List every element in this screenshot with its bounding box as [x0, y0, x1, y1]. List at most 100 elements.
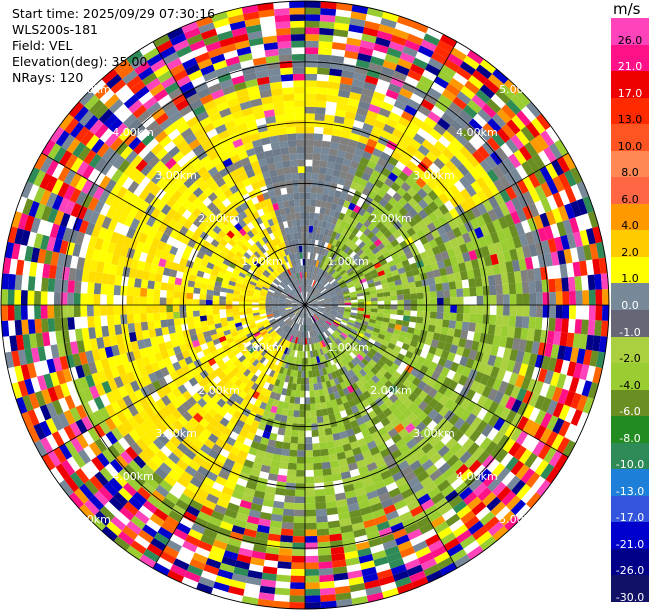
- gate-cell: [331, 175, 340, 184]
- gate-cell: [395, 262, 404, 270]
- gate-cell: [411, 268, 420, 276]
- gate-cell: [440, 532, 457, 546]
- gate-cell: [350, 181, 359, 191]
- gate-cell: [220, 384, 230, 394]
- gate-cell: [232, 138, 244, 148]
- gate-cell: [510, 499, 526, 516]
- gate-cell: [374, 458, 386, 468]
- gate-cell: [199, 116, 212, 128]
- gate-cell: [312, 443, 321, 451]
- gate-cell: [116, 186, 128, 200]
- gate-cell: [126, 371, 136, 383]
- gate-cell: [475, 531, 493, 546]
- gate-cell: [40, 234, 50, 250]
- gate-cell: [272, 296, 280, 300]
- gate-cell: [281, 214, 288, 222]
- gate-cell: [348, 377, 356, 386]
- gate-cell: [363, 258, 372, 266]
- gate-cell: [207, 47, 224, 59]
- gate-cell: [270, 141, 281, 150]
- gate-cell: [278, 320, 285, 326]
- gate-cell: [403, 293, 411, 300]
- gate-cell: [193, 345, 203, 354]
- gate-cell: [450, 297, 457, 305]
- gate-cell: [325, 329, 332, 336]
- gate-cell: [324, 298, 331, 301]
- gate-cell: [319, 395, 326, 403]
- gate-cell: [291, 290, 297, 296]
- gate-cell: [344, 151, 354, 161]
- gate-cell: [449, 361, 460, 373]
- gate-cell: [346, 563, 362, 573]
- gate-cell: [501, 471, 516, 487]
- gate-cell: [282, 367, 288, 376]
- gate-cell: [97, 226, 108, 240]
- gate-cell: [483, 343, 493, 355]
- gate-cell: [328, 148, 338, 157]
- gate-cell: [149, 263, 159, 274]
- gate-cell: [259, 295, 267, 299]
- gate-cell: [589, 350, 599, 367]
- gate-cell: [298, 303, 305, 305]
- gate-cell: [418, 266, 427, 275]
- gate-cell: [203, 226, 213, 236]
- gate-cell: [357, 52, 372, 63]
- gate-cell: [121, 189, 134, 203]
- gate-cell: [174, 167, 186, 179]
- gate-cell: [300, 305, 305, 310]
- gate-cell: [278, 548, 293, 556]
- gate-cell: [442, 147, 455, 161]
- gate-cell: [363, 373, 372, 382]
- gate-cell: [342, 262, 350, 270]
- gate-cell: [183, 421, 195, 433]
- gate-cell: [14, 319, 23, 336]
- gate-cell: [328, 343, 334, 351]
- gate-cell: [353, 72, 367, 82]
- gate-cell: [164, 260, 173, 270]
- gate-cell: [142, 96, 158, 110]
- gate-cell: [376, 569, 393, 580]
- gate-cell: [305, 153, 313, 160]
- gate-cell: [64, 117, 79, 135]
- gate-cell: [302, 318, 305, 325]
- gate-cell: [218, 167, 229, 178]
- gate-cell: [245, 169, 256, 179]
- gate-cell: [315, 282, 321, 289]
- gate-cell: [87, 168, 100, 183]
- gate-cell: [262, 332, 269, 339]
- gate-cell: [127, 404, 139, 417]
- gate-cell: [487, 354, 497, 367]
- gate-cell: [185, 260, 194, 269]
- gate-cell: [362, 268, 370, 275]
- gate-cell: [456, 296, 464, 305]
- gate-cell: [306, 285, 309, 292]
- gate-cell: [237, 449, 249, 460]
- gate-cell: [347, 240, 355, 249]
- gate-cell: [173, 311, 181, 319]
- gate-cell: [500, 325, 509, 337]
- gate-cell: [58, 397, 70, 413]
- gate-cell: [524, 340, 534, 354]
- gate-cell: [334, 354, 341, 363]
- gate-cell: [294, 336, 299, 344]
- gate-cell: [260, 164, 270, 173]
- gate-cell: [176, 45, 193, 58]
- gate-cell: [273, 260, 280, 268]
- gate-cell: [200, 155, 212, 166]
- gate-cell: [278, 299, 286, 302]
- gate-cell: [200, 460, 213, 471]
- gate-cell: [284, 325, 290, 332]
- gate-cell: [170, 33, 187, 46]
- gate-cell: [305, 516, 317, 524]
- gate-cell: [534, 241, 545, 256]
- gate-cell: [207, 192, 218, 202]
- gate-cell: [371, 331, 379, 338]
- gate-cell: [232, 297, 240, 302]
- gate-cell: [153, 297, 160, 305]
- gate-cell: [433, 521, 449, 534]
- gate-cell: [481, 172, 494, 187]
- gate-cell: [425, 533, 441, 547]
- gate-cell: [93, 410, 105, 424]
- gate-cell: [254, 537, 268, 547]
- gate-cell: [406, 160, 418, 172]
